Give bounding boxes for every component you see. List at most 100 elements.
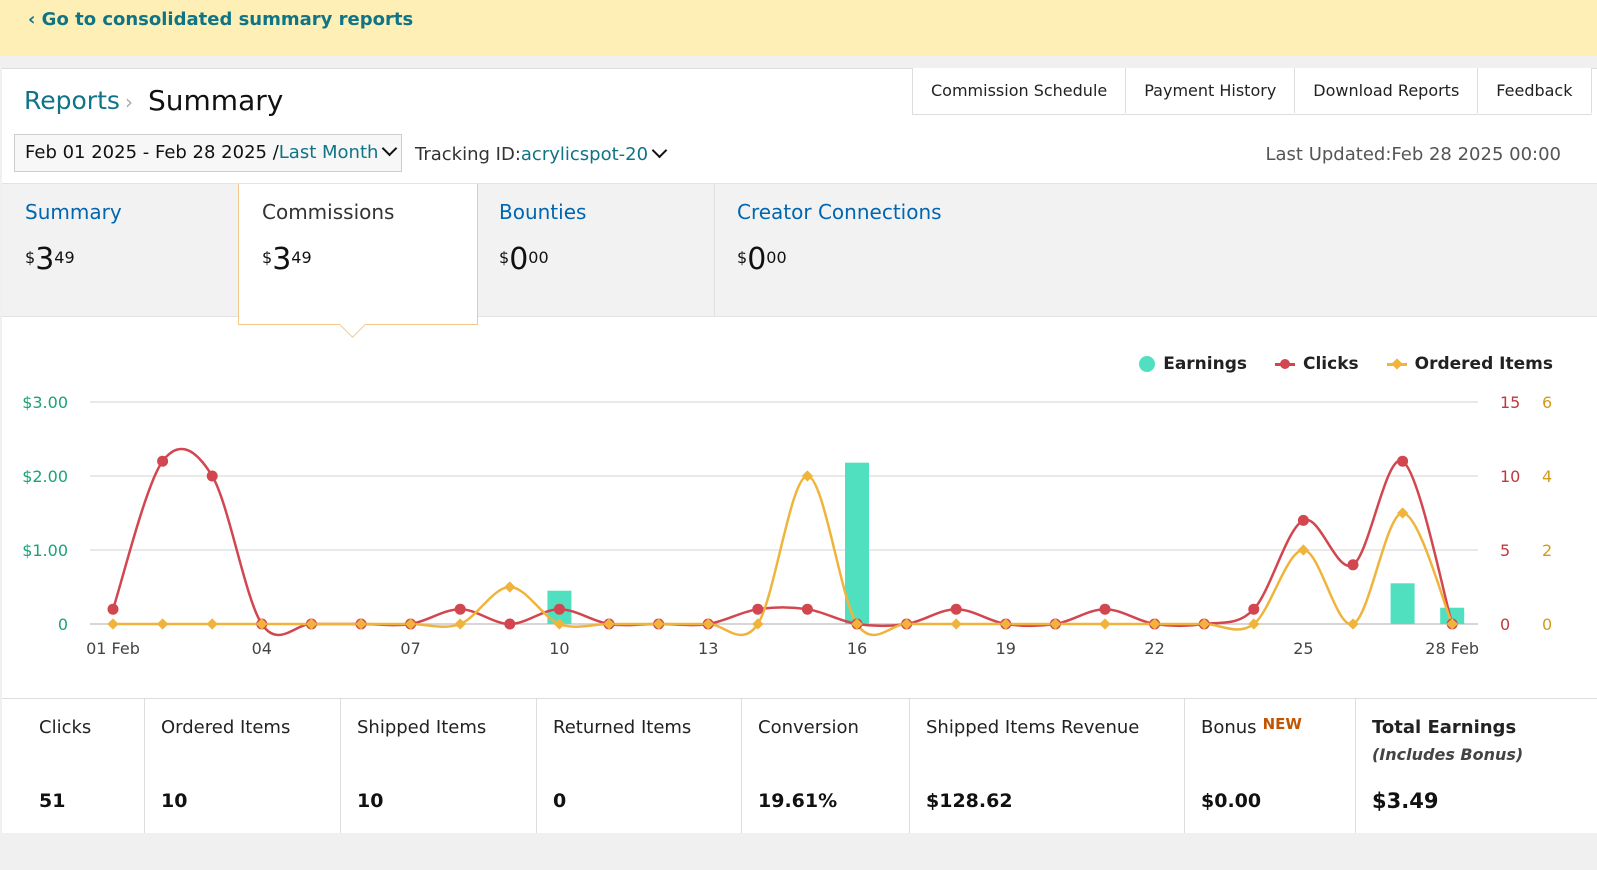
ordered-items-point [1099, 618, 1111, 630]
ordered-items-point [454, 618, 466, 630]
card-bounties[interactable]: Bounties $000 [476, 184, 714, 316]
stat-conversion: Conversion 19.61% [742, 699, 910, 833]
ordered-items-point [1049, 618, 1062, 630]
ordered-items-point [156, 618, 169, 630]
stat-value: 10 [161, 790, 188, 812]
last-updated: Last Updated:Feb 28 2025 00:00 [1265, 144, 1561, 165]
legend-clicks[interactable]: Clicks [1275, 354, 1359, 374]
ordered-items-point [305, 618, 318, 630]
ordered-items-point [1297, 544, 1310, 556]
ordered-items-swatch [1386, 357, 1407, 370]
stat-value: 0 [553, 790, 567, 812]
stat-label: Bonus NEW [1201, 715, 1302, 738]
consolidated-reports-link[interactable]: ‹ Go to consolidated summary reports [28, 9, 414, 30]
breadcrumb-reports[interactable]: Reports [24, 86, 120, 115]
ordered-items-point [603, 618, 615, 630]
date-range-selector[interactable]: Feb 01 2025 - Feb 28 2025 /Last Month [14, 134, 402, 172]
stat-label: Conversion [758, 717, 859, 738]
ordered-items-point [652, 618, 665, 630]
y-right-items-tick-label: 2 [1542, 541, 1552, 560]
ordered-items-point [702, 618, 714, 630]
chevron-down-icon [382, 140, 398, 157]
x-tick-label: 25 [1293, 639, 1313, 658]
report-tabs: Commission Schedule Payment History Down… [912, 68, 1592, 115]
y-right-items-tick-label: 6 [1542, 393, 1552, 412]
stat-sublabel: (Includes Bonus) [1372, 745, 1524, 764]
clicks-point [206, 470, 218, 482]
clicks-swatch [1275, 358, 1295, 369]
card-label: Creator Connections [737, 200, 942, 224]
x-tick-label: 22 [1144, 639, 1164, 658]
legend-earnings[interactable]: Earnings [1139, 354, 1247, 374]
tracking-label: Tracking ID: [415, 144, 521, 165]
y-right-clicks-tick-label: 15 [1500, 393, 1520, 412]
ordered-items-point [1148, 618, 1161, 630]
stat-bonus: Bonus NEW $0.00 [1185, 699, 1356, 833]
stat-value: $128.62 [926, 790, 1013, 812]
x-tick-label: 13 [698, 639, 718, 658]
earnings-bar [1440, 607, 1465, 624]
stat-value: 10 [357, 790, 384, 812]
legend-ordered-items[interactable]: Ordered Items [1386, 354, 1553, 374]
tracking-id-selector[interactable]: Tracking ID:acrylicspot-20 [415, 142, 668, 165]
ordered-items-point [1446, 618, 1458, 630]
earnings-cards: Summary $349 Commissions $349 Bounties $… [2, 183, 1597, 325]
card-label: Commissions [262, 200, 395, 224]
x-tick-label: 19 [996, 639, 1016, 658]
chart-legend: Earnings Clicks Ordered Items [1139, 354, 1553, 374]
clicks-point [553, 603, 565, 615]
stat-ordered-items: Ordered Items 10 [145, 699, 341, 833]
y-right-clicks-tick-label: 5 [1500, 541, 1510, 560]
card-creator-connections[interactable]: Creator Connections $000 [714, 184, 1014, 316]
y-right-items-tick-label: 4 [1542, 467, 1552, 486]
clicks-point [1347, 559, 1359, 571]
clicks-point [107, 603, 119, 615]
tab-download-reports[interactable]: Download Reports [1295, 68, 1479, 113]
ordered-items-point [355, 618, 367, 630]
card-divider [714, 184, 715, 316]
new-badge: NEW [1262, 715, 1302, 733]
clicks-point [801, 603, 813, 615]
clicks-line [111, 447, 1454, 637]
date-range-text: Feb 01 2025 - Feb 28 2025 / [25, 142, 279, 163]
ordered-items-point [900, 618, 913, 630]
chevron-down-icon [651, 142, 668, 159]
stat-value: $3.49 [1372, 789, 1439, 813]
ordered-items-point [1347, 618, 1359, 630]
page-title: Summary [148, 84, 284, 117]
clicks-point [1099, 603, 1111, 615]
stat-label: Clicks [39, 717, 92, 738]
breadcrumb-separator: › [125, 90, 133, 114]
tab-commission-schedule[interactable]: Commission Schedule [913, 68, 1127, 113]
ordered-items-point [1000, 618, 1012, 630]
earnings-bar [1390, 583, 1415, 624]
y-right-clicks-tick-label: 10 [1500, 467, 1520, 486]
x-tick-label: 16 [847, 639, 867, 658]
y-left-tick-label: 0 [58, 615, 68, 634]
stat-label: Ordered Items [161, 717, 291, 738]
stat-shipped-items: Shipped Items 10 [341, 699, 537, 833]
earnings-chart: 0 0 0 $1.00 5 2 $2.00 10 4 $3.00 15 6 01 Feb 04 07 10 13… [22, 393, 1552, 658]
y-left-tick-label: $3.00 [22, 393, 68, 412]
tab-payment-history[interactable]: Payment History [1126, 68, 1296, 113]
stats-row: Clicks 51 Ordered Items 10 Shipped Items… [2, 698, 1597, 833]
card-commissions[interactable]: Commissions $349 [238, 184, 478, 325]
ordered-items-point [851, 618, 863, 630]
card-summary[interactable]: Summary $349 [2, 184, 238, 316]
clicks-point [1397, 455, 1409, 467]
ordered-items-point [107, 618, 119, 630]
card-amount: $349 [25, 242, 75, 277]
ordered-items-point [1198, 618, 1210, 630]
tab-feedback[interactable]: Feedback [1478, 68, 1592, 113]
ordered-items-point [504, 581, 516, 593]
ordered-items-point [950, 618, 962, 630]
stat-label: Total Earnings [1372, 717, 1517, 738]
clicks-point [752, 603, 764, 615]
stat-label: Returned Items [553, 717, 692, 738]
x-tick-label: 04 [252, 639, 272, 658]
clicks-point [504, 618, 516, 630]
stat-label: Shipped Items [357, 717, 487, 738]
clicks-point [454, 603, 466, 615]
card-amount: $000 [737, 242, 787, 277]
card-amount: $349 [262, 242, 312, 277]
